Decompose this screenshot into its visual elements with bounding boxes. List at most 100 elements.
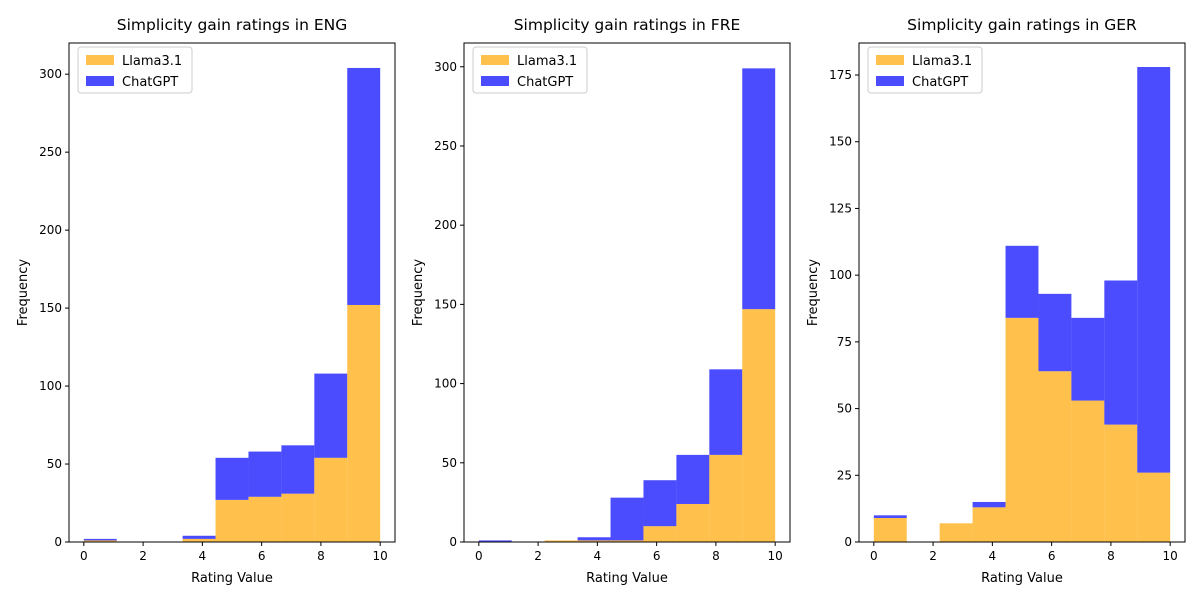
x-tick-label: 2 <box>139 549 147 563</box>
bar-llama <box>182 538 216 542</box>
legend-label: Llama3.1 <box>912 54 972 69</box>
bar-llama <box>1104 424 1138 542</box>
y-tick-label: 0 <box>54 535 62 549</box>
bar-llama <box>1005 317 1039 542</box>
bar-llama <box>1137 472 1171 542</box>
bar-llama <box>676 503 710 542</box>
y-tick-label: 150 <box>39 301 62 315</box>
bar-llama <box>1038 371 1072 542</box>
x-tick-label: 8 <box>712 549 720 563</box>
legend-swatch <box>876 55 904 65</box>
bar-chatgpt <box>676 454 710 504</box>
legend-label: Llama3.1 <box>122 54 182 69</box>
y-tick-label: 250 <box>39 145 62 159</box>
legend-swatch <box>86 55 114 65</box>
bar-chatgpt <box>1104 280 1138 425</box>
bar-llama <box>281 493 315 542</box>
bar-chatgpt <box>248 451 282 497</box>
x-axis-label: Rating Value <box>586 571 668 586</box>
bar-llama <box>544 540 578 542</box>
bar-llama <box>742 309 776 542</box>
bar-chatgpt <box>610 497 644 541</box>
x-tick-label: 4 <box>989 549 997 563</box>
y-tick-label: 250 <box>434 139 457 153</box>
y-tick-label: 200 <box>39 223 62 237</box>
bar-llama <box>643 526 677 542</box>
y-tick-label: 50 <box>442 456 457 470</box>
bar-chatgpt <box>709 369 743 455</box>
bar-llama <box>709 454 743 542</box>
bar-llama <box>873 517 907 542</box>
y-tick-label: 25 <box>837 468 852 482</box>
bar-chatgpt <box>873 515 907 518</box>
bar-chatgpt <box>972 501 1006 508</box>
bar-llama <box>939 523 973 542</box>
x-tick-label: 8 <box>1107 549 1115 563</box>
bar-chatgpt <box>577 537 611 541</box>
y-tick-label: 50 <box>47 457 62 471</box>
x-tick-label: 2 <box>534 549 542 563</box>
bar-chatgpt <box>478 540 512 542</box>
bar-chatgpt <box>1071 317 1105 401</box>
x-tick-label: 10 <box>768 549 783 563</box>
y-axis-label: Frequency <box>411 259 426 326</box>
bar-llama <box>83 540 117 542</box>
bar-llama <box>972 507 1006 542</box>
y-tick-label: 50 <box>837 402 852 416</box>
legend-label: ChatGPT <box>912 75 968 90</box>
x-tick-label: 4 <box>594 549 602 563</box>
x-tick-label: 6 <box>1048 549 1056 563</box>
legend-label: ChatGPT <box>517 75 573 90</box>
y-tick-label: 150 <box>829 135 852 149</box>
x-tick-label: 0 <box>80 549 88 563</box>
y-tick-label: 175 <box>829 68 852 82</box>
bar-llama <box>610 540 644 542</box>
y-axis-label: Frequency <box>806 259 821 326</box>
bar-chatgpt <box>281 445 315 494</box>
chart-title: Simplicity gain ratings in FRE <box>514 16 741 34</box>
x-tick-label: 6 <box>258 549 266 563</box>
y-tick-label: 0 <box>449 535 457 549</box>
bar-chatgpt <box>347 67 381 305</box>
bar-llama <box>248 496 282 542</box>
bar-chatgpt <box>83 538 117 541</box>
bar-chatgpt <box>314 373 348 458</box>
axes-frame <box>858 42 1186 543</box>
x-axis-label: Rating Value <box>981 571 1063 586</box>
bar-llama <box>347 304 381 542</box>
bar-chatgpt <box>643 480 677 527</box>
y-tick-label: 125 <box>829 201 852 215</box>
x-tick-label: 10 <box>373 549 388 563</box>
x-tick-label: 4 <box>199 549 207 563</box>
y-tick-label: 300 <box>434 60 457 74</box>
bar-chatgpt <box>742 68 776 310</box>
chart-title: Simplicity gain ratings in ENG <box>117 16 347 34</box>
legend-swatch <box>876 76 904 86</box>
chart-title: Simplicity gain ratings in GER <box>907 16 1137 34</box>
bar-llama <box>215 499 249 542</box>
bar-chatgpt <box>1005 245 1039 318</box>
bar-chatgpt <box>215 457 249 500</box>
legend-swatch <box>481 76 509 86</box>
y-tick-label: 200 <box>434 218 457 232</box>
x-axis-label: Rating Value <box>191 571 273 586</box>
x-tick-label: 6 <box>653 549 661 563</box>
y-tick-label: 300 <box>39 67 62 81</box>
bar-chatgpt <box>182 535 216 539</box>
legend-swatch <box>86 76 114 86</box>
bar-chatgpt <box>1038 293 1072 372</box>
legend-label: ChatGPT <box>122 75 178 90</box>
axes-frame <box>68 42 396 543</box>
bar-llama <box>1071 400 1105 542</box>
bar-llama <box>577 540 611 542</box>
y-tick-label: 100 <box>434 377 457 391</box>
x-tick-label: 2 <box>929 549 937 563</box>
bar-chatgpt <box>1137 67 1171 473</box>
x-tick-label: 0 <box>475 549 483 563</box>
axes-frame <box>463 42 791 543</box>
y-axis-label: Frequency <box>16 259 31 326</box>
